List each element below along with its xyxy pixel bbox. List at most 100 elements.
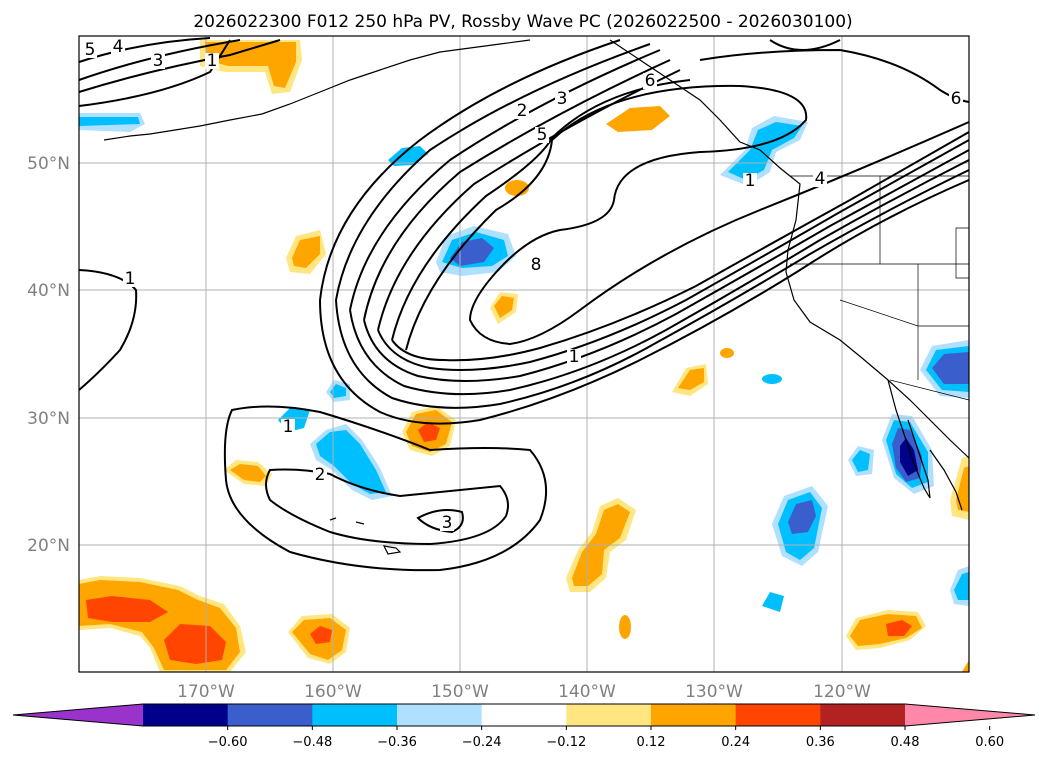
colorbar-tick-label: −0.60 bbox=[208, 735, 248, 750]
contour-label-bg bbox=[83, 42, 97, 58]
colorbar-segment bbox=[820, 704, 906, 726]
colorbar-segment bbox=[312, 704, 398, 726]
contour-label: 6 bbox=[645, 71, 656, 91]
gridlines bbox=[79, 36, 969, 672]
contour-label: 1 bbox=[745, 171, 756, 191]
coast-mexico bbox=[929, 449, 963, 511]
lon-tick-label: 150°W bbox=[431, 682, 489, 702]
colorbar-tick-label: 0.60 bbox=[975, 735, 1004, 750]
colorbar-tick-label: 0.24 bbox=[721, 735, 750, 750]
coast-hawaii-a bbox=[329, 517, 337, 521]
fill-positive-nw-core bbox=[205, 42, 296, 88]
border-us-mexico bbox=[889, 379, 970, 401]
colorbar-extend-min bbox=[13, 704, 143, 726]
contour-label: 5 bbox=[85, 40, 96, 60]
contour-label-bg bbox=[535, 127, 549, 143]
lat-axis: 20°N 30°N 40°N 50°N bbox=[27, 154, 70, 556]
contour-label: 3 bbox=[442, 513, 453, 533]
map-frame bbox=[78, 35, 970, 673]
contour-label-bg bbox=[643, 73, 657, 89]
colorbar-extend-max bbox=[905, 704, 1035, 726]
fill-positive-sw-core-b bbox=[164, 624, 226, 664]
lat-tick-label: 30°N bbox=[27, 409, 70, 429]
fill-negative-nw-core bbox=[79, 117, 140, 126]
coast-hawaii-c bbox=[382, 545, 402, 555]
lat-tick-label: 50°N bbox=[27, 154, 70, 174]
lon-tick-label: 130°W bbox=[685, 682, 743, 702]
contour-trough-3 bbox=[349, 159, 970, 396]
fill-negative-small-c bbox=[762, 592, 784, 612]
contour-ridge-4 bbox=[363, 59, 671, 321]
fill-negative-baja-core bbox=[900, 438, 918, 476]
contour-trough-2 bbox=[335, 169, 970, 409]
contour-label-bg bbox=[555, 91, 569, 107]
contour-label: 2 bbox=[315, 465, 326, 485]
contour-label: 1 bbox=[569, 347, 580, 367]
contour-label: 1 bbox=[207, 51, 218, 71]
contour-label-bg bbox=[567, 349, 581, 365]
colorbar-segment bbox=[566, 704, 652, 726]
contour-ridge-1 bbox=[319, 39, 621, 301]
lon-tick-label: 160°W bbox=[304, 682, 362, 702]
contour-label: 4 bbox=[815, 169, 826, 189]
lon-tick-label: 170°W bbox=[177, 682, 235, 702]
contour-label: 8 bbox=[531, 255, 542, 275]
contour-label-bg bbox=[313, 467, 327, 483]
contour-label-bg bbox=[529, 257, 543, 273]
coast-aleutians bbox=[103, 39, 531, 141]
fill-positive-mid-south-core bbox=[418, 422, 440, 442]
colorbar bbox=[12, 703, 1036, 727]
lon-axis: 170°W 160°W 150°W 140°W 130°W 120°W bbox=[177, 682, 871, 702]
coast-baja bbox=[887, 379, 931, 499]
colorbar-tick-label: 0.12 bbox=[637, 735, 666, 750]
contour-label-bg bbox=[515, 103, 529, 119]
colorbar-outline bbox=[12, 703, 1036, 727]
contour-ridge-7 bbox=[405, 84, 970, 351]
colorbar-segment bbox=[735, 704, 821, 726]
contour-loop-mid bbox=[265, 468, 509, 546]
lon-tick-label: 120°W bbox=[813, 682, 871, 702]
colorbar-segment bbox=[481, 704, 567, 726]
fill-negative-south-core bbox=[788, 500, 816, 534]
colorbar-tick-labels: −0.60 −0.48 −0.36 −0.24 −0.12 0.12 0.24 0.36 0.4… bbox=[208, 726, 1004, 750]
fill-positive-se-core bbox=[886, 620, 912, 636]
contour-label: 6 bbox=[951, 89, 962, 109]
colorbar-segment bbox=[651, 704, 737, 726]
contour-label: 3 bbox=[153, 51, 164, 71]
fill-positive-east-small-core bbox=[678, 368, 704, 390]
fill-positive-small-b-core bbox=[310, 626, 332, 644]
contour-label: 2 bbox=[517, 101, 528, 121]
colorbar-tick-label: −0.48 bbox=[292, 735, 332, 750]
fill-positive-sw-core bbox=[86, 596, 168, 622]
contour-label-bg bbox=[111, 39, 125, 55]
contour-ridge-2 bbox=[335, 43, 651, 301]
pv-contours bbox=[78, 37, 970, 572]
contour-loop-inner bbox=[416, 509, 464, 534]
contour-label-bg bbox=[949, 91, 963, 107]
contour-trough-1 bbox=[319, 179, 970, 425]
border-state-d bbox=[839, 299, 969, 327]
fill-negative-small-a bbox=[388, 146, 428, 166]
contour-label-bg bbox=[440, 515, 454, 531]
fill-negative-se-edge-core bbox=[954, 572, 969, 600]
fill-negative-east-edge-core bbox=[932, 352, 969, 384]
contour-trough-6 bbox=[391, 131, 970, 362]
contour-label-bg bbox=[281, 419, 295, 435]
chart-title: 2026022300 F012 250 hPa PV, Rossby Wave … bbox=[193, 12, 852, 32]
lat-tick-label: 20°N bbox=[27, 536, 70, 556]
lon-tick-label: 140°W bbox=[558, 682, 616, 702]
fill-positive-tiny-b bbox=[720, 348, 734, 358]
contour-trough-4 bbox=[363, 149, 970, 382]
colorbar-tick-label: −0.36 bbox=[377, 735, 417, 750]
fill-negative-tiny-b-core bbox=[330, 384, 346, 398]
contour-loop-outer bbox=[223, 405, 547, 572]
fill-positive-se-corner bbox=[962, 660, 969, 672]
fill-negative-center-core bbox=[450, 238, 494, 266]
colorbar-segment bbox=[397, 704, 483, 726]
contour-label-bg bbox=[151, 53, 165, 69]
contour-label: 1 bbox=[283, 417, 294, 437]
colorbar-tick-label: 0.48 bbox=[891, 735, 920, 750]
